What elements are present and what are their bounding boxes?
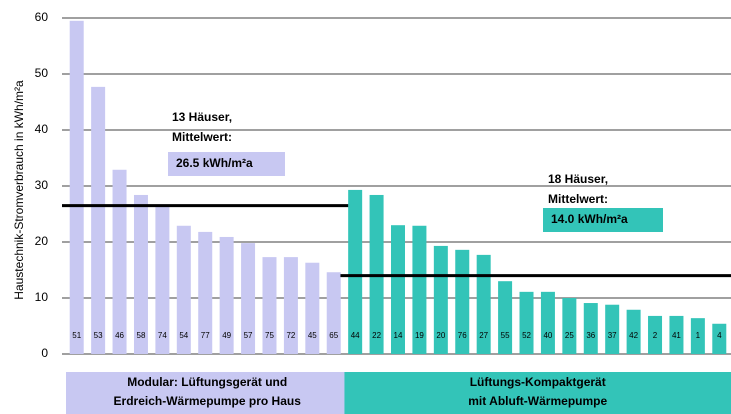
x-tick-label: 41 [672, 331, 681, 340]
mean-label: 14.0 kWh/m²a [551, 212, 628, 226]
bar [626, 309, 641, 354]
y-tick-label: 20 [35, 234, 49, 248]
bar [283, 257, 298, 354]
x-tick-label: 65 [329, 331, 338, 340]
group-label: Erdreich-Wärmepumpe pro Haus [114, 394, 302, 408]
annotation: 18 Häuser, [548, 172, 608, 186]
y-tick-label: 40 [35, 122, 49, 136]
y-axis-label: Haustechnik-Stromverbrauch in kWh/m²a [12, 80, 26, 300]
group-box [344, 372, 731, 414]
bar [583, 303, 598, 354]
x-tick-label: 1 [696, 331, 701, 340]
x-tick-label: 49 [222, 331, 231, 340]
x-tick-label: 2 [653, 331, 658, 340]
y-tick-label: 60 [35, 10, 49, 24]
annotation: Mittelwert: [548, 192, 608, 206]
bar [326, 272, 341, 354]
bar [155, 206, 170, 354]
bar [91, 86, 106, 354]
group-box [66, 372, 349, 414]
group-label: mit Abluft-Wärmepumpe [468, 394, 607, 408]
mean-box [168, 152, 285, 176]
x-tick-label: 25 [565, 331, 574, 340]
bar [540, 291, 555, 354]
x-tick-label: 46 [115, 331, 124, 340]
bar [112, 169, 127, 354]
y-tick-label: 30 [35, 178, 49, 192]
x-tick-label: 77 [201, 331, 210, 340]
x-tick-label: 74 [158, 331, 167, 340]
bar [690, 318, 705, 354]
group-label: Modular: Lüftungsgerät und [127, 375, 287, 389]
annotation: 13 Häuser, [172, 110, 232, 124]
x-tick-label: 55 [501, 331, 510, 340]
x-tick-label: 14 [394, 331, 403, 340]
bar [176, 225, 191, 354]
x-tick-label: 54 [179, 331, 188, 340]
x-tick-label: 45 [308, 331, 317, 340]
group-label: Lüftungs-Kompaktgerät [470, 375, 606, 389]
bar [391, 225, 405, 354]
bar [433, 245, 448, 354]
x-tick-label: 51 [72, 331, 81, 340]
bar [562, 298, 577, 354]
x-tick-label: 52 [522, 331, 531, 340]
bar [669, 315, 684, 354]
bar [133, 194, 148, 354]
mean-label: 26.5 kWh/m²a [176, 156, 253, 170]
x-tick-label: 76 [458, 331, 467, 340]
x-tick-label: 58 [137, 331, 146, 340]
x-tick-label: 36 [586, 331, 595, 340]
mean-box [543, 208, 663, 232]
x-tick-label: 4 [717, 331, 722, 340]
x-tick-label: 40 [543, 331, 552, 340]
x-tick-label: 22 [372, 331, 381, 340]
y-tick-label: 10 [35, 290, 49, 304]
bar [69, 20, 84, 355]
bar [348, 189, 363, 354]
bar [498, 281, 513, 354]
x-tick-label: 44 [351, 331, 360, 340]
x-tick-label: 72 [286, 331, 295, 340]
bar [262, 257, 277, 354]
bar [476, 254, 491, 354]
x-tick-label: 27 [479, 331, 488, 340]
bar [241, 243, 256, 354]
y-tick-label: 50 [35, 66, 49, 80]
x-tick-label: 42 [629, 331, 638, 340]
bar [605, 304, 620, 354]
x-tick-label: 53 [94, 331, 103, 340]
y-tick-label: 0 [41, 346, 48, 360]
bar [648, 315, 663, 354]
bar [305, 262, 320, 354]
bar [198, 231, 213, 354]
x-tick-label: 75 [265, 331, 274, 340]
bar [219, 236, 234, 354]
bar [712, 323, 727, 354]
x-tick-label: 37 [608, 331, 617, 340]
x-tick-label: 20 [436, 331, 445, 340]
x-tick-label: 57 [244, 331, 253, 340]
bar [412, 225, 427, 354]
annotation: Mittelwert: [172, 130, 232, 144]
x-tick-label: 19 [415, 331, 424, 340]
bar [519, 291, 534, 354]
